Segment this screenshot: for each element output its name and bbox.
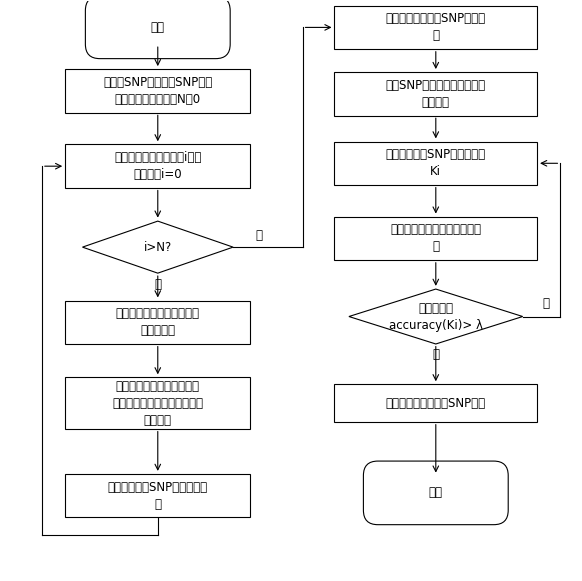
Text: 结束: 结束: [429, 486, 443, 500]
Text: 否: 否: [154, 278, 161, 291]
Text: 循环累加计算SNP位点分类权
重: 循环累加计算SNP位点分类权 重: [108, 480, 208, 511]
FancyBboxPatch shape: [86, 0, 230, 59]
Text: 计算位点处该样本和同类别
样本之间的距离，不同类别之
间的距离: 计算位点处该样本和同类别 样本之间的距离，不同类别之 间的距离: [112, 380, 203, 427]
Text: 分类准确率
accuracy(Ki)> λ: 分类准确率 accuracy(Ki)> λ: [389, 302, 483, 332]
Bar: [65, 474, 250, 518]
Text: 开始: 开始: [151, 21, 165, 34]
Polygon shape: [349, 289, 523, 344]
Text: 各个SNP分类权重排序，并得
到排序表: 各个SNP分类权重排序，并得 到排序表: [386, 79, 486, 109]
Text: 初始化SNP数据集、SNP的分
类权重，并将其设为N和0: 初始化SNP数据集、SNP的分 类权重，并将其设为N和0: [103, 76, 212, 106]
Bar: [65, 69, 250, 113]
Text: 将当前权重值作为SNP分类权
重: 将当前权重值作为SNP分类权 重: [386, 12, 486, 42]
Bar: [335, 217, 537, 260]
Text: 从实验数据集中选择第i个样
本，初始i=0: 从实验数据集中选择第i个样 本，初始i=0: [114, 151, 201, 181]
Bar: [65, 300, 250, 344]
Bar: [335, 6, 537, 49]
Text: i>N?: i>N?: [144, 241, 172, 254]
Bar: [335, 385, 537, 422]
Text: 顺序向后选择SNP位点的组合
Ki: 顺序向后选择SNP位点的组合 Ki: [386, 148, 486, 178]
Text: 是: 是: [432, 347, 439, 361]
Polygon shape: [83, 221, 233, 273]
FancyBboxPatch shape: [363, 461, 508, 525]
Bar: [335, 142, 537, 185]
Text: 找到样本的同类别样本和不
同类别样本: 找到样本的同类别样本和不 同类别样本: [116, 307, 200, 338]
Bar: [335, 72, 537, 116]
Bar: [65, 145, 250, 188]
Text: 是: 是: [255, 229, 262, 242]
Text: 输出与疾病相关关键SNP组合: 输出与疾病相关关键SNP组合: [386, 397, 486, 410]
Text: 利用支持向量机计算分类准确
率: 利用支持向量机计算分类准确 率: [391, 224, 481, 253]
Bar: [65, 377, 250, 429]
Text: 否: 否: [542, 297, 549, 310]
